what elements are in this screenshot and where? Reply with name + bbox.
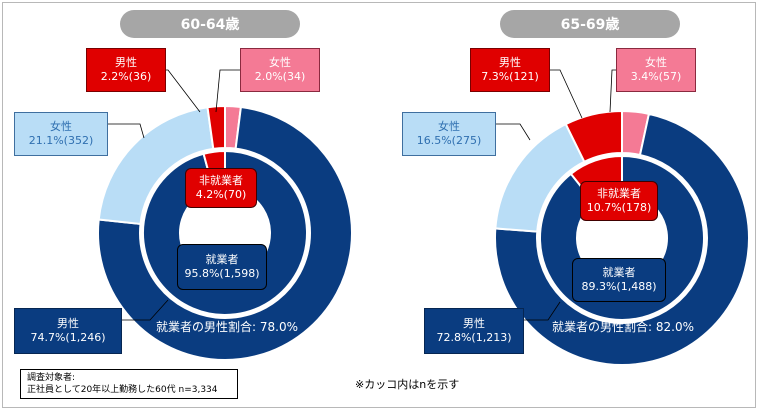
- label-value: 89.3%(1,488): [581, 280, 657, 293]
- label-value: 10.7%(178): [586, 201, 652, 214]
- label-title: 男性: [463, 317, 485, 330]
- label-female-nonemployed: 女性 3.4%(57): [616, 48, 696, 92]
- label-value: 16.5%(275): [416, 134, 482, 147]
- label-value: 2.0%(34): [254, 70, 306, 83]
- leader-line-1: [215, 69, 240, 113]
- label-female-nonemployed: 女性 2.0%(34): [240, 48, 320, 92]
- label-title: 女性: [645, 56, 667, 69]
- ring-separator: [140, 148, 310, 318]
- label-title: 非就業者: [199, 174, 243, 187]
- label-employed-total: 就業者 95.8%(1,598): [177, 244, 267, 290]
- label-female-employed: 女性 21.1%(352): [14, 112, 108, 156]
- leader-line-3: [524, 301, 561, 321]
- label-nonemployed-total: 非就業者 4.2%(70): [185, 168, 257, 208]
- label-male-employed: 男性 72.8%(1,213): [424, 308, 524, 354]
- label-title: 就業者: [205, 253, 239, 266]
- footnote: ※カッコ内はnを示す: [355, 378, 460, 391]
- leader-line-0: [550, 69, 583, 119]
- label-title: 非就業者: [597, 187, 641, 200]
- label-value: 3.4%(57): [630, 70, 682, 83]
- label-value: 95.8%(1,598): [184, 267, 260, 280]
- label-title: 男性: [499, 56, 521, 69]
- label-nonemployed-total: 非就業者 10.7%(178): [580, 181, 658, 221]
- panel-65-69: 65-69歳 男性 7.3%(121) 女性 3.4%(57) 女性 16.5%…: [380, 0, 760, 412]
- ring-separator: [537, 153, 707, 323]
- leader-line-2: [108, 123, 145, 139]
- panel-60-64: 60-64歳 男性 2.2%(36) 女性 2.0%(34) 女性 21.1%(…: [14, 10, 353, 361]
- label-title: 女性: [50, 120, 72, 133]
- survey-note: 調査対象者: 正社員として20年以上勤務した60代 n=3,334: [20, 369, 238, 399]
- label-employed-total: 就業者 89.3%(1,488): [572, 258, 666, 302]
- label-value: 72.8%(1,213): [436, 331, 512, 344]
- leader-line-2: [496, 123, 531, 141]
- label-title: 男性: [115, 56, 137, 69]
- label-value: 2.2%(36): [100, 70, 152, 83]
- label-value: 21.1%(352): [28, 134, 94, 147]
- label-title: 女性: [438, 120, 460, 133]
- male-ratio-annotation: 就業者の男性割合: 82.0%: [552, 320, 694, 334]
- male-ratio-annotation: 就業者の男性割合: 78.0%: [156, 320, 298, 334]
- label-female-employed: 女性 16.5%(275): [402, 112, 496, 156]
- leader-line-1: [609, 69, 616, 113]
- label-title: 就業者: [602, 266, 636, 279]
- note-line: 正社員として20年以上勤務した60代 n=3,334: [27, 385, 218, 395]
- label-value: 4.2%(70): [195, 188, 247, 201]
- note-line: 調査対象者:: [27, 373, 76, 383]
- chart-frame: [2, 2, 756, 408]
- label-value: 74.7%(1,246): [30, 331, 106, 344]
- label-male-nonemployed: 男性 7.3%(121): [470, 48, 550, 92]
- label-male-employed: 男性 74.7%(1,246): [14, 308, 122, 354]
- label-title: 男性: [57, 317, 79, 330]
- label-title: 女性: [269, 56, 291, 69]
- age-group-title: 65-69歳: [500, 10, 680, 38]
- age-group-title: 60-64歳: [120, 10, 300, 38]
- label-value: 7.3%(121): [481, 70, 539, 83]
- label-male-nonemployed: 男性 2.2%(36): [86, 48, 166, 92]
- leader-line-3: [122, 299, 169, 321]
